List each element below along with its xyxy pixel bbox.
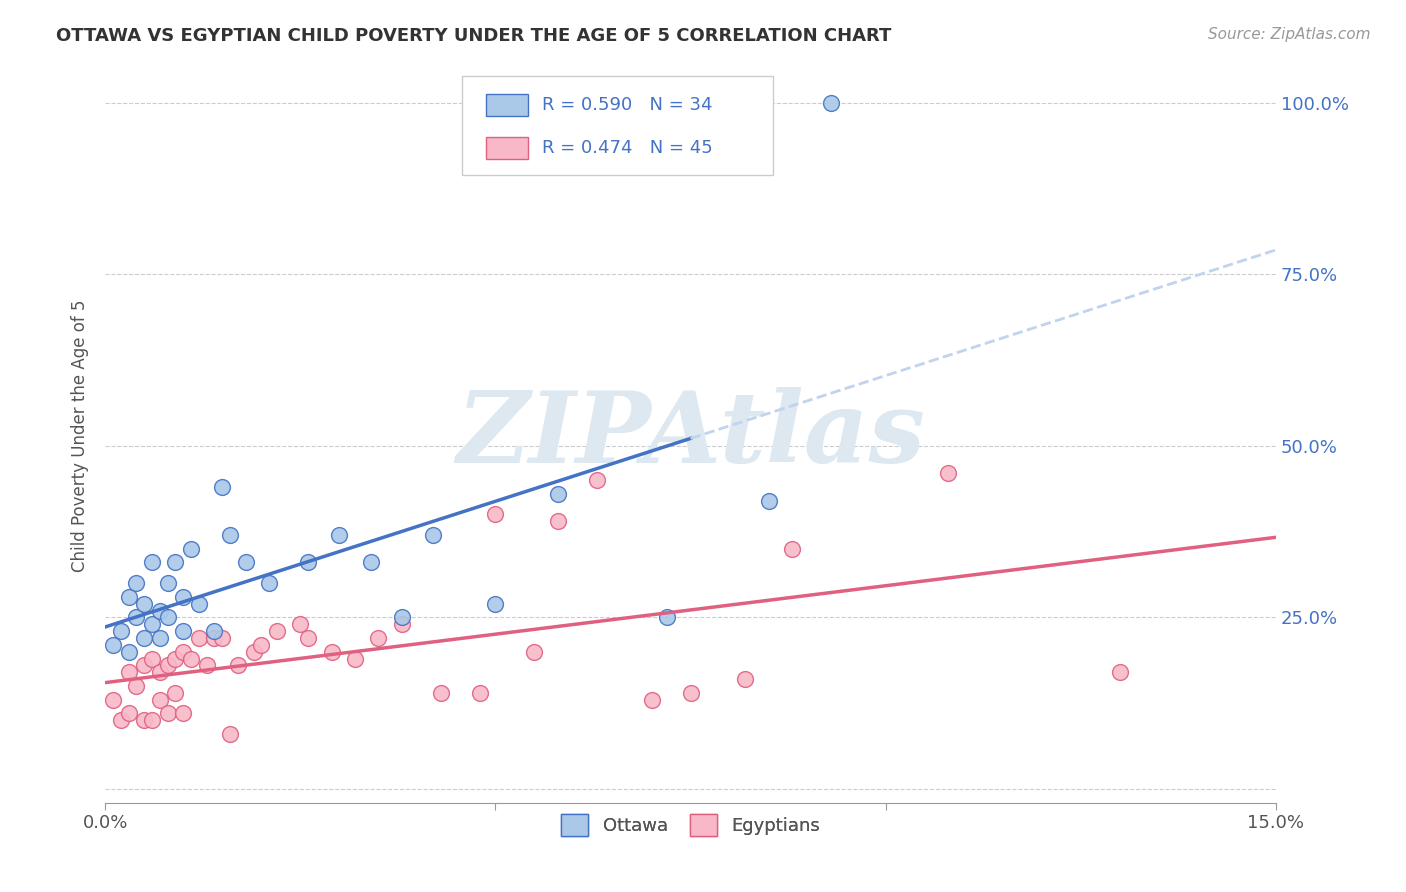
Point — [290, 617, 312, 632]
Point — [758, 493, 780, 508]
Point — [110, 713, 132, 727]
Point — [211, 480, 233, 494]
Point — [547, 514, 569, 528]
Point — [165, 556, 187, 570]
Point — [110, 624, 132, 638]
Point — [156, 610, 179, 624]
Point — [257, 576, 280, 591]
Point — [101, 638, 124, 652]
Point — [266, 624, 288, 638]
Point — [820, 95, 842, 110]
Point — [422, 528, 444, 542]
Point — [125, 576, 148, 591]
Point — [156, 576, 179, 591]
Point — [149, 692, 172, 706]
Point — [156, 658, 179, 673]
Point — [117, 706, 139, 721]
Legend: Ottawa, Egyptians: Ottawa, Egyptians — [553, 805, 830, 845]
Point — [297, 631, 319, 645]
Point — [219, 727, 242, 741]
Point — [141, 713, 163, 727]
Point — [734, 672, 756, 686]
Text: R = 0.474   N = 45: R = 0.474 N = 45 — [541, 139, 713, 157]
Point — [134, 631, 156, 645]
Point — [468, 686, 491, 700]
Point — [141, 617, 163, 632]
Point — [640, 692, 662, 706]
Point — [936, 467, 959, 481]
Point — [134, 713, 156, 727]
Point — [204, 624, 226, 638]
Point — [180, 541, 202, 556]
Point — [149, 631, 172, 645]
FancyBboxPatch shape — [463, 76, 772, 175]
Point — [117, 645, 139, 659]
Text: R = 0.590   N = 34: R = 0.590 N = 34 — [541, 96, 713, 114]
Point — [125, 679, 148, 693]
Point — [165, 686, 187, 700]
Point — [141, 556, 163, 570]
Point — [187, 597, 209, 611]
Point — [1108, 665, 1130, 680]
Point — [141, 651, 163, 665]
Point — [204, 631, 226, 645]
Point — [547, 487, 569, 501]
Point — [657, 610, 679, 624]
Point — [242, 645, 264, 659]
Point — [125, 610, 148, 624]
FancyBboxPatch shape — [485, 95, 527, 116]
Point — [297, 556, 319, 570]
Point — [219, 528, 242, 542]
Point — [156, 706, 179, 721]
Point — [391, 617, 413, 632]
Point — [360, 556, 382, 570]
Point — [172, 624, 194, 638]
Point — [180, 651, 202, 665]
Text: Source: ZipAtlas.com: Source: ZipAtlas.com — [1208, 27, 1371, 42]
Point — [430, 686, 453, 700]
Point — [484, 508, 506, 522]
Point — [172, 706, 194, 721]
Point — [134, 658, 156, 673]
Point — [117, 665, 139, 680]
Point — [149, 603, 172, 617]
Point — [235, 556, 257, 570]
Point — [250, 638, 273, 652]
Point — [149, 665, 172, 680]
Point — [391, 610, 413, 624]
Point — [328, 528, 350, 542]
Y-axis label: Child Poverty Under the Age of 5: Child Poverty Under the Age of 5 — [72, 300, 89, 572]
Point — [195, 658, 218, 673]
Point — [101, 692, 124, 706]
Text: ZIPAtlas: ZIPAtlas — [456, 387, 925, 483]
Point — [172, 590, 194, 604]
Point — [165, 651, 187, 665]
Point — [172, 645, 194, 659]
Point — [679, 686, 702, 700]
Point — [226, 658, 249, 673]
Point — [211, 631, 233, 645]
FancyBboxPatch shape — [485, 136, 527, 159]
Point — [343, 651, 366, 665]
Point — [321, 645, 343, 659]
Text: OTTAWA VS EGYPTIAN CHILD POVERTY UNDER THE AGE OF 5 CORRELATION CHART: OTTAWA VS EGYPTIAN CHILD POVERTY UNDER T… — [56, 27, 891, 45]
Point — [187, 631, 209, 645]
Point — [117, 590, 139, 604]
Point — [586, 473, 609, 487]
Point — [367, 631, 389, 645]
Point — [484, 597, 506, 611]
Point — [780, 541, 803, 556]
Point — [523, 645, 546, 659]
Point — [134, 597, 156, 611]
